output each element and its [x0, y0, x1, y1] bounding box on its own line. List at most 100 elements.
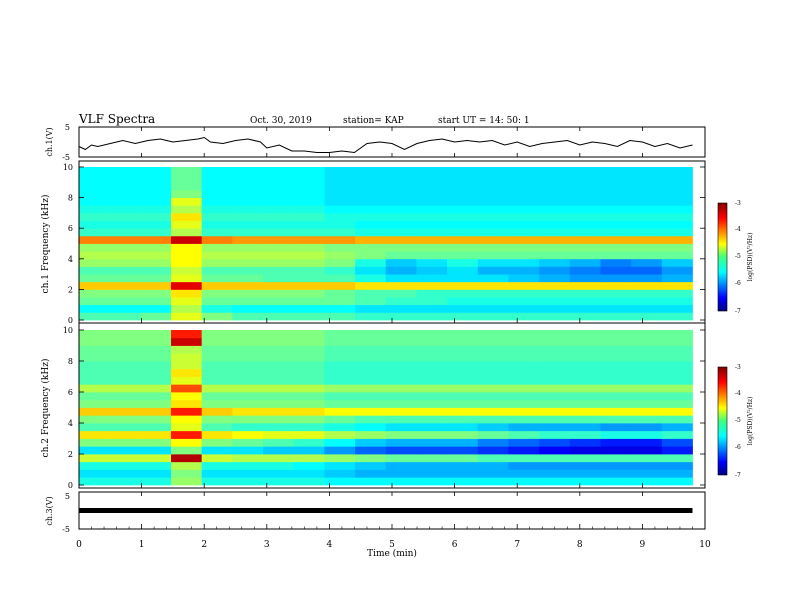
spectrogram-cell: [385, 228, 417, 237]
spectrogram-cell: [600, 235, 632, 244]
freq-tick-label: 10: [63, 163, 73, 172]
spectrogram-cell: [171, 266, 203, 275]
spectrogram-cell: [232, 407, 264, 416]
spectrogram-cell: [569, 368, 601, 377]
freq-tick-label: 6: [68, 224, 73, 233]
spectrogram-cell: [416, 212, 448, 221]
spectrogram-cell: [631, 430, 663, 439]
spectrogram-cell: [263, 266, 295, 275]
spectrogram-cell: [171, 454, 203, 463]
spectrogram-cell: [171, 407, 203, 416]
spectrogram-cell: [631, 384, 663, 393]
spectrogram-cell: [447, 423, 479, 432]
spectrogram-cell: [140, 353, 172, 362]
spectrogram-cell: [355, 469, 387, 478]
spectrogram-cell: [416, 243, 448, 252]
spectrogram-cell: [232, 384, 264, 393]
spectrogram-cell: [324, 220, 356, 229]
spectrogram-cell: [569, 345, 601, 354]
spectrogram-cell: [661, 399, 693, 408]
ch1-waveform-panel: 5 -5 ch.1(V): [45, 123, 706, 162]
spectrogram-cell: [600, 330, 632, 339]
spectrogram-cell: [600, 461, 632, 470]
spectrogram-cell: [385, 376, 417, 385]
spectrogram-cell: [600, 212, 632, 221]
spectrogram-cell: [508, 205, 540, 214]
spectrogram-cell: [109, 446, 141, 455]
spectrogram-cell: [539, 167, 571, 176]
spectrogram-cell: [539, 423, 571, 432]
spectrogram-cell: [355, 446, 387, 455]
spectrogram-cell: [569, 454, 601, 463]
spectrogram-cell: [109, 167, 141, 176]
spectrogram-cell: [416, 182, 448, 191]
spectrogram-cell: [232, 266, 264, 275]
spectrogram-cell: [109, 312, 141, 321]
spectrogram-cell: [477, 469, 509, 478]
spectrogram-cell: [569, 281, 601, 290]
spectrogram-cell: [140, 266, 172, 275]
spectrogram-cell: [293, 345, 325, 354]
spectrogram-cell: [600, 197, 632, 206]
spectrogram-cell: [263, 274, 295, 283]
spectrogram-cell: [385, 274, 417, 283]
spectrogram-cell: [355, 182, 387, 191]
spectrogram-cell: [416, 337, 448, 346]
spectrogram-cell: [140, 461, 172, 470]
spectrogram-cell: [355, 197, 387, 206]
spectrogram-cell: [447, 430, 479, 439]
spectrogram-cell: [79, 337, 111, 346]
spectrogram-cell: [79, 189, 111, 198]
spectrogram-cell: [232, 167, 264, 176]
spectrogram-cell: [293, 243, 325, 252]
spectrogram-cell: [293, 281, 325, 290]
spectrogram-cell: [477, 289, 509, 298]
spectrogram-cell: [569, 197, 601, 206]
spectrogram-cell: [79, 345, 111, 354]
ch1-colorbar-tick-m4: -4: [735, 226, 741, 233]
spectrogram-cell: [600, 353, 632, 362]
spectrogram-cell: [79, 220, 111, 229]
spectrogram-cell: [600, 399, 632, 408]
ch2-spectrogram-ylabel: ch.2 Frequency (kHz): [40, 359, 51, 458]
spectrogram-cell: [263, 415, 295, 424]
spectrogram-cell: [508, 423, 540, 432]
spectrogram-cell: [171, 461, 203, 470]
ch1-colorbar-tick-m7: -7: [735, 308, 741, 315]
spectrogram-cell: [477, 454, 509, 463]
spectrogram-cell: [324, 182, 356, 191]
spectrogram-cell: [569, 407, 601, 416]
spectrogram-cell: [508, 235, 540, 244]
start-time-label: start UT = 14: 50: 1: [438, 116, 530, 126]
spectrogram-cell: [447, 454, 479, 463]
freq-tick-label: 2: [68, 285, 73, 294]
spectrogram-cell: [324, 461, 356, 470]
spectrogram-cell: [79, 376, 111, 385]
spectrogram-cell: [263, 212, 295, 221]
spectrogram-cell: [508, 392, 540, 401]
spectrogram-cell: [324, 407, 356, 416]
spectrogram-cell: [140, 361, 172, 370]
spectrogram-cell: [477, 205, 509, 214]
spectrogram-cell: [508, 297, 540, 306]
spectrogram-cell: [232, 330, 264, 339]
ch2-colorbar: -3 -4 -5 -6 -7 log(PSD)(V²/Hz): [717, 364, 754, 479]
spectrogram-cell: [171, 392, 203, 401]
freq-tick-label: 4: [68, 419, 73, 428]
spectrogram-cell: [569, 289, 601, 298]
spectrogram-cell: [109, 438, 141, 447]
spectrogram-cell: [201, 251, 233, 260]
spectrogram-cell: [385, 312, 417, 321]
spectrogram-cell: [477, 415, 509, 424]
spectrogram-cell: [416, 430, 448, 439]
spectrogram-cell: [171, 469, 203, 478]
spectrogram-cell: [385, 243, 417, 252]
spectrogram-cell: [263, 297, 295, 306]
spectrogram-cell: [109, 266, 141, 275]
spectrogram-cell: [355, 454, 387, 463]
spectrogram-cell: [201, 197, 233, 206]
spectrogram-cell: [477, 220, 509, 229]
spectrogram-cell: [600, 337, 632, 346]
spectrogram-cell: [201, 289, 233, 298]
spectrogram-cell: [355, 368, 387, 377]
